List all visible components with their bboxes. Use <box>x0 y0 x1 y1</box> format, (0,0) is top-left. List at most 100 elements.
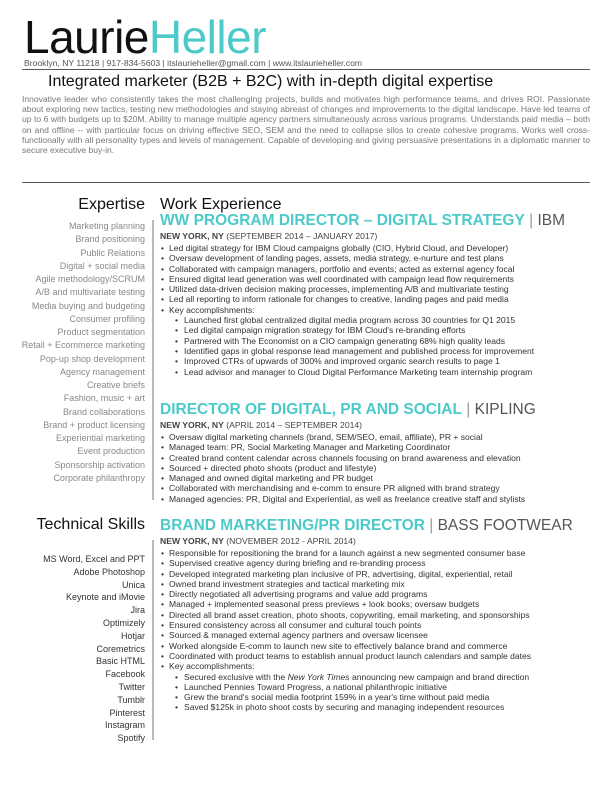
accomplishment-item: Led digital campaign migration strategy … <box>160 325 600 336</box>
expertise-item: A/B and multivariate testing <box>35 287 145 298</box>
responsibility-item: Managed + implemented seasonal press pre… <box>160 599 600 610</box>
expertise-item: Experiential marketing <box>55 433 145 443</box>
responsibility-item: Key accomplishments: <box>160 305 600 316</box>
expertise-item: Consumer profiling <box>69 313 145 324</box>
title-separator: | <box>524 212 538 229</box>
accomplishment-item: Grew the brand's social media footprint … <box>160 692 600 703</box>
candidate-name: LaurieHeller <box>24 11 267 63</box>
responsibility-item: Developed integrated marketing plan incl… <box>160 569 600 580</box>
responsibility-item: Oversaw development of landing pages, as… <box>160 253 600 264</box>
expertise-item: Brand positioning <box>75 234 145 245</box>
company-name: IBM <box>537 212 566 229</box>
responsibility-item: Collaborated with merchandising and e-co… <box>160 483 600 494</box>
summary-divider <box>22 182 590 183</box>
expertise-item: Event production <box>77 446 145 457</box>
responsibility-item: Sourced & managed external agency partne… <box>160 630 600 641</box>
technical-skill-item: Facebook <box>105 669 145 680</box>
accomplishment-item: Launched first global centralized digita… <box>160 315 600 326</box>
technical-skill-item: Optimizely <box>102 617 145 628</box>
expertise-item: Corporate philanthropy <box>53 472 145 483</box>
job-bullets: Led digital strategy for IBM Cloud campa… <box>160 243 600 377</box>
responsibility-item: Collaborated with campaign managers, por… <box>160 264 600 275</box>
technical-skill-item: Unica <box>121 579 145 590</box>
accomplishment-item: Identified gaps in global response lead … <box>160 346 600 357</box>
responsibility-item: Responsible for repositioning the brand … <box>160 548 600 559</box>
job-title: DIRECTOR OF DIGITAL, PR AND SOCIAL <box>160 401 462 418</box>
job-title-line: WW PROGRAM DIRECTOR – DIGITAL STRATEGY |… <box>160 212 600 229</box>
accomplishment-item: Lead advisor and manager to Cloud Digita… <box>160 367 600 378</box>
job-title-line: BRAND MARKETING/PR DIRECTOR | BASS FOOTW… <box>160 517 600 534</box>
responsibility-item: Managed agencies: PR, Digital and Experi… <box>160 494 600 505</box>
technical-skills-heading: Technical Skills <box>36 516 145 533</box>
responsibility-item: Ensured consistency across all consumer … <box>160 620 600 631</box>
expertise-item: Agile methodology/SCRUM <box>35 274 145 284</box>
technical-skill-item: Spotify <box>117 733 145 744</box>
expertise-item: Brand collaborations <box>62 406 145 417</box>
technical-skill-item: Coremetrics <box>96 643 145 654</box>
company-name: BASS FOOTWEAR <box>437 517 573 534</box>
header-divider <box>22 69 590 70</box>
accomplishment-item: Improved CTRs of upwards of 300% and imp… <box>160 356 600 367</box>
responsibility-item: Created brand content calendar across ch… <box>160 453 600 464</box>
job-title-line: DIRECTOR OF DIGITAL, PR AND SOCIAL | KIP… <box>160 401 600 418</box>
expertise-item: Digital + social media <box>59 260 145 271</box>
job-dates: (APRIL 2014 – SEPTEMBER 2014) <box>226 420 363 430</box>
title-separator: | <box>424 517 438 534</box>
expertise-list: Marketing planning Brand positioning Publi… <box>22 220 145 485</box>
expertise-item: Brand + product licensing <box>43 419 145 430</box>
summary-paragraph: Innovative leader who consistently takes… <box>22 94 590 156</box>
job-meta: NEW YORK, NY (NOVEMBER 2012 - APRIL 2014… <box>160 536 600 546</box>
technical-skill-item: Basic HTML <box>95 656 145 667</box>
expertise-divider-line <box>152 220 154 500</box>
responsibility-item: Directly negotiated all advertising prog… <box>160 589 600 600</box>
responsibility-item: Worked alongside E-comm to launch new si… <box>160 641 600 652</box>
expertise-item: Creative briefs <box>86 380 145 390</box>
job-dates: (SEPTEMBER 2014 – JANUARY 2017) <box>226 231 378 241</box>
technical-skill-item: Twitter <box>118 681 145 692</box>
responsibility-item: Led digital strategy for IBM Cloud campa… <box>160 243 600 254</box>
technical-skill-item: MS Word, Excel and PPT <box>43 554 145 564</box>
responsibility-item: Owned brand investment strategies and ta… <box>160 579 600 590</box>
job-dates: (NOVEMBER 2012 - APRIL 2014) <box>226 536 356 546</box>
job-bass: BRAND MARKETING/PR DIRECTOR | BASS FOOTW… <box>160 517 600 713</box>
work-experience-heading: Work Experience <box>160 196 282 213</box>
job-bullets: Oversaw digital marketing channels (bran… <box>160 432 600 504</box>
job-ibm: WW PROGRAM DIRECTOR – DIGITAL STRATEGY |… <box>160 212 600 377</box>
first-name: Laurie <box>24 11 149 63</box>
job-title: BRAND MARKETING/PR DIRECTOR <box>160 517 425 534</box>
expertise-heading: Expertise <box>78 196 145 213</box>
responsibility-item: Managed team: PR, Social Marketing Manag… <box>160 442 600 453</box>
responsibility-item: Directed all brand asset creation, photo… <box>160 610 600 621</box>
job-title: WW PROGRAM DIRECTOR – DIGITAL STRATEGY <box>160 212 525 229</box>
job-kipling: DIRECTOR OF DIGITAL, PR AND SOCIAL | KIP… <box>160 401 600 504</box>
headline: Integrated marketer (B2B + B2C) with in-… <box>48 73 494 90</box>
expertise-item: Pop-up shop development <box>39 353 145 364</box>
publication-name: New York Times <box>287 671 350 682</box>
technical-skill-item: Adobe Photoshop <box>73 566 145 577</box>
responsibility-item: Ensured digital lead generation was well… <box>160 274 600 285</box>
job-location: NEW YORK, NY <box>160 536 224 546</box>
technical-skill-item: Instagram <box>104 720 145 731</box>
responsibility-item: Led all reporting to inform rationale fo… <box>160 294 600 305</box>
responsibility-item: Utilized data-driven decision making pro… <box>160 284 600 295</box>
company-name: KIPLING <box>474 401 536 418</box>
technical-skill-item: Hotjar <box>120 630 145 641</box>
technical-skill-item: Jira <box>130 605 145 616</box>
technical-skill-item: Pinterest <box>109 707 145 718</box>
last-name: Heller <box>148 11 267 63</box>
expertise-item: Agency management <box>59 366 145 377</box>
technical-skill-item: Tumblr <box>117 694 145 705</box>
responsibility-item: Sourced + directed photo shoots (product… <box>160 463 600 474</box>
expertise-item: Media buying and budgeting <box>31 300 145 311</box>
accomplishment-item: Partnered with The Economist on a CIO ca… <box>160 336 600 347</box>
job-location: NEW YORK, NY <box>160 231 224 241</box>
accomplishment-item: Secured exclusive with the New York Time… <box>160 671 600 683</box>
technical-skills-list: MS Word, Excel and PPT Adobe Photoshop Uni… <box>43 553 145 745</box>
accomplishment-item: Saved $125k in photo shoot costs by secu… <box>160 702 600 713</box>
responsibility-item: Coordinated with product teams to establ… <box>160 651 600 662</box>
expertise-item: Product segmentation <box>57 327 145 337</box>
responsibility-item: Managed and owned digital marketing and … <box>160 473 600 484</box>
accomplishment-item: Launched Pennies Toward Progress, a nati… <box>160 682 600 693</box>
skills-divider-line <box>152 540 154 740</box>
expertise-item: Public Relations <box>80 247 145 258</box>
